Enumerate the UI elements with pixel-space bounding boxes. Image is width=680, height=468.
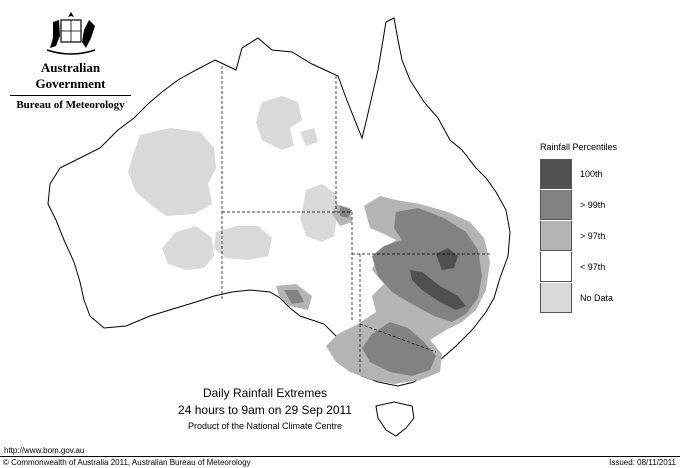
legend-label: > 99th bbox=[580, 199, 606, 210]
no-data-regions bbox=[128, 96, 338, 270]
legend-item-97th: > 97th bbox=[540, 220, 660, 251]
coat-of-arms-icon bbox=[46, 12, 95, 55]
bureau-name: Bureau of Meteorology bbox=[16, 99, 125, 111]
legend-item-no-data: No Data bbox=[540, 282, 660, 313]
legend-swatch bbox=[540, 158, 572, 189]
legend-title: Rainfall Percentiles bbox=[540, 142, 618, 152]
legend-swatch bbox=[540, 282, 572, 313]
logo-divider bbox=[10, 95, 131, 96]
government-name: Australian Government bbox=[35, 60, 106, 91]
map-title: Daily Rainfall Extremes bbox=[202, 386, 328, 400]
legend-label: < 97th bbox=[580, 261, 606, 272]
map-product: Product of the National Climate Centre bbox=[187, 421, 343, 431]
legend-swatch bbox=[540, 189, 572, 220]
website-link[interactable]: http://www.bom.gov.au bbox=[4, 446, 85, 455]
tasmania-outline bbox=[375, 401, 415, 437]
above-99-regions bbox=[284, 206, 482, 376]
legend-label: 100th bbox=[580, 168, 603, 179]
issued-date: Issued: 08/11/2011 bbox=[609, 458, 676, 467]
legend-swatch bbox=[540, 251, 572, 282]
legend: Rainfall Percentiles 100th > 99th > 97th… bbox=[540, 142, 660, 313]
state-borders bbox=[221, 66, 492, 372]
legend-swatch bbox=[540, 220, 572, 251]
legend-item-below-97th: < 97th bbox=[540, 251, 660, 282]
footer-bar: © Commonwealth of Australia 2011, Austra… bbox=[0, 456, 680, 468]
copyright-text: © Commonwealth of Australia 2011, Austra… bbox=[3, 458, 251, 467]
map-titles: Daily Rainfall Extremes 24 hours to 9am … bbox=[100, 386, 430, 431]
legend-item-100th: 100th bbox=[540, 158, 660, 189]
record-100th-regions bbox=[410, 248, 466, 310]
legend-label: > 97th bbox=[580, 230, 606, 241]
legend-label: No Data bbox=[580, 292, 614, 303]
government-logo: Australian Government Bureau of Meteorol… bbox=[8, 8, 133, 111]
legend-item-99th: > 99th bbox=[540, 189, 660, 220]
map-period: 24 hours to 9am on 29 Sep 2011 bbox=[178, 403, 352, 417]
